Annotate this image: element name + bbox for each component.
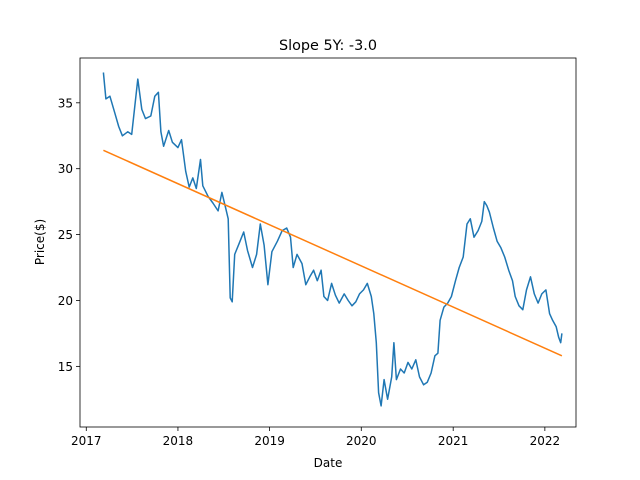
x-tick-label: 2017	[71, 434, 102, 448]
x-tick-label: 2018	[163, 434, 194, 448]
y-tick-label: 30	[58, 162, 73, 176]
x-axis-ticks: 2017 2018 2019 2020 2021 2022	[71, 427, 560, 448]
x-tick-label: 2019	[254, 434, 285, 448]
trend-line	[103, 149, 563, 357]
x-axis-label: Date	[314, 456, 343, 470]
price-series-line	[102, 72, 563, 407]
y-tick-label: 20	[58, 294, 73, 308]
y-axis-label: Price($)	[33, 219, 47, 265]
y-tick-label: 15	[58, 360, 73, 374]
y-tick-label: 35	[58, 96, 73, 110]
plot-area	[79, 57, 577, 428]
y-axis-ticks: 15 20 25 30 35	[58, 96, 80, 374]
y-tick-label: 25	[58, 228, 73, 242]
chart-title: Slope 5Y: -3.0	[279, 38, 377, 54]
axes-frame	[79, 57, 577, 428]
x-tick-label: 2021	[438, 434, 469, 448]
x-tick-label: 2022	[530, 434, 561, 448]
x-tick-label: 2020	[346, 434, 377, 448]
series-layer	[102, 72, 563, 407]
